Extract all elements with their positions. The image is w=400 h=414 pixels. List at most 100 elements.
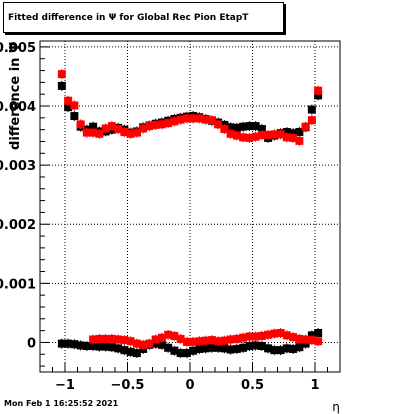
data-point [132, 349, 141, 358]
data-point [157, 120, 166, 129]
data-point [82, 128, 91, 137]
data-point [282, 128, 291, 137]
data-point [289, 133, 298, 142]
data-point [114, 125, 123, 134]
data-point [164, 330, 173, 339]
y-tick-label: 0.005 [0, 41, 36, 56]
data-point [164, 119, 173, 128]
data-point [101, 342, 110, 351]
data-point [76, 341, 85, 350]
data-point [207, 116, 216, 125]
data-point [57, 81, 66, 90]
data-point [57, 70, 66, 79]
data-point [264, 344, 273, 353]
data-point [82, 341, 91, 350]
data-point [114, 344, 123, 353]
data-point [57, 339, 66, 348]
data-point [270, 329, 279, 338]
data-markers [57, 69, 323, 359]
data-point [170, 331, 179, 340]
x-tick-label: −0.5 [111, 378, 145, 393]
data-point [195, 344, 204, 353]
data-point [189, 346, 198, 355]
data-point [314, 86, 323, 95]
data-point [295, 343, 304, 352]
x-tick-label: −1 [55, 378, 75, 393]
data-point [120, 336, 129, 345]
data-point [195, 337, 204, 346]
data-point [282, 331, 291, 340]
data-point [195, 114, 204, 123]
data-point [220, 125, 229, 134]
data-point [95, 129, 104, 138]
y-tick-label: 0.003 [0, 159, 36, 174]
data-point [220, 344, 229, 353]
data-point [282, 133, 291, 142]
data-point [257, 331, 266, 340]
data-point [145, 122, 154, 131]
data-point [70, 340, 79, 349]
data-point [189, 337, 198, 346]
data-point [189, 114, 198, 123]
x-tick-label: 0.5 [241, 378, 264, 393]
chart-title-box: Fitted difference in Ψ for Global Rec Pi… [3, 2, 284, 33]
y-tick-label: 0.004 [0, 100, 36, 115]
data-point [201, 336, 210, 345]
data-point [232, 334, 241, 343]
data-point [182, 349, 191, 358]
data-point [64, 339, 73, 348]
data-point [239, 122, 248, 131]
data-point [107, 122, 116, 131]
data-point [257, 341, 266, 350]
data-point [120, 346, 129, 355]
data-point [126, 337, 135, 346]
data-point [126, 129, 135, 138]
data-point [207, 343, 216, 352]
data-point [107, 343, 116, 352]
data-point [95, 342, 104, 351]
data-point [301, 335, 310, 344]
data-point [170, 117, 179, 126]
timestamp-footer: Mon Feb 1 16:25:52 2021 [4, 399, 119, 408]
data-point [164, 343, 173, 352]
data-point [132, 339, 141, 348]
data-point [207, 336, 216, 345]
data-point [101, 124, 110, 133]
data-point [101, 334, 110, 343]
data-point [76, 120, 85, 129]
data-point [232, 344, 241, 353]
data-point [157, 333, 166, 342]
data-point [64, 96, 73, 105]
data-point [251, 132, 260, 141]
data-point [307, 116, 316, 125]
data-point [314, 337, 323, 346]
data-point [226, 335, 235, 344]
data-point [307, 105, 316, 114]
data-point [139, 124, 148, 133]
data-point [95, 334, 104, 343]
chart-title: Fitted difference in Ψ for Global Rec Pi… [8, 12, 249, 23]
x-tick-label: 0 [185, 378, 194, 393]
data-point [270, 130, 279, 139]
data-point [176, 115, 185, 124]
data-point [170, 346, 179, 355]
data-point [107, 334, 116, 343]
data-point [232, 123, 241, 132]
data-point [220, 336, 229, 345]
data-point [295, 334, 304, 343]
data-point [239, 333, 248, 342]
data-point [289, 344, 298, 353]
axes: −1 −0.5 0 0.5 1 0 0.001 0.002 0.003 0.004 0.005 [0, 41, 341, 393]
data-point [295, 128, 304, 137]
data-point [151, 335, 160, 344]
data-point [226, 129, 235, 138]
data-point [251, 341, 260, 350]
data-point [120, 128, 129, 137]
data-point [245, 133, 254, 142]
data-point [214, 120, 223, 129]
y-axis-label: difference in Ψ [8, 42, 23, 150]
y-tick-label: 0 [27, 336, 36, 351]
data-point [139, 340, 148, 349]
data-point [301, 122, 310, 131]
